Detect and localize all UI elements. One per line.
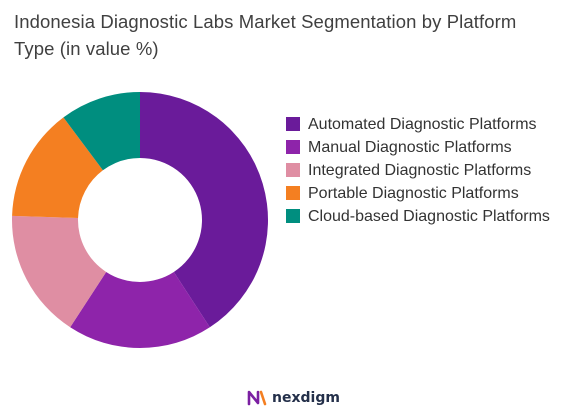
chart-legend: Automated Diagnostic Platforms Manual Dia… (286, 113, 581, 228)
legend-item: Automated Diagnostic Platforms (286, 113, 581, 136)
legend-item: Portable Diagnostic Platforms (286, 182, 581, 205)
donut-slice-2 (70, 271, 210, 348)
nexdigm-n-icon (247, 390, 267, 406)
legend-label: Portable Diagnostic Platforms (308, 185, 519, 202)
brand-name: nexdigm (272, 390, 340, 406)
chart-title: Indonesia Diagnostic Labs Market Segment… (14, 11, 517, 59)
donut-slice-4 (12, 117, 103, 219)
legend-item: Manual Diagnostic Platforms (286, 136, 581, 159)
brand-footer: nexdigm (0, 388, 586, 408)
legend-label: Cloud-based Diagnostic Platforms (308, 208, 550, 225)
legend-item: Integrated Diagnostic Platforms (286, 159, 581, 182)
donut-slice-3 (12, 215, 107, 328)
legend-swatch (286, 163, 300, 177)
legend-item: Cloud-based Diagnostic Platforms (286, 205, 581, 228)
legend-label: Manual Diagnostic Platforms (308, 139, 512, 156)
donut-slice-1 (140, 92, 268, 328)
legend-swatch (286, 140, 300, 154)
legend-label: Integrated Diagnostic Platforms (308, 162, 532, 179)
donut-slice-5 (63, 92, 141, 171)
legend-swatch (286, 117, 300, 131)
legend-label: Automated Diagnostic Platforms (308, 116, 537, 133)
legend-swatch (286, 209, 300, 223)
legend-swatch (286, 186, 300, 200)
